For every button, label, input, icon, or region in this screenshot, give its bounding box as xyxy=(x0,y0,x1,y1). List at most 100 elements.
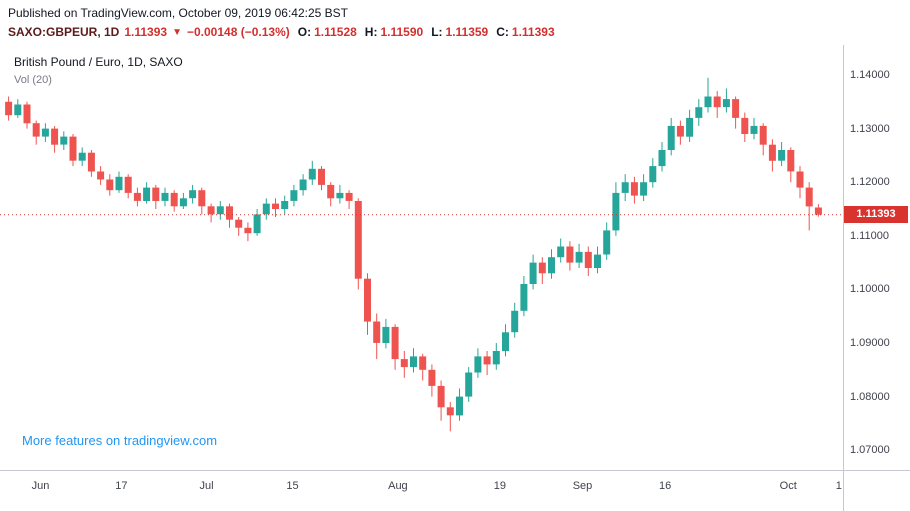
candle-body xyxy=(14,104,22,116)
close-value: 1.11393 xyxy=(511,25,555,39)
time-tick-label: Jul xyxy=(199,480,214,492)
candle-body xyxy=(170,192,178,207)
candle-body xyxy=(732,99,740,118)
time-tick-label: 15 xyxy=(286,480,299,492)
candle-body xyxy=(299,179,307,191)
candle-body xyxy=(805,187,813,207)
candle-body xyxy=(538,262,546,274)
candle-body xyxy=(603,230,611,255)
high-label: H: xyxy=(364,25,378,39)
candle-body xyxy=(640,182,648,196)
price-tick-label: 1.14000 xyxy=(850,69,890,81)
candle-body xyxy=(179,198,187,207)
time-tick-label: Oct xyxy=(779,480,797,492)
candle-body xyxy=(428,369,436,386)
high-value: 1.11590 xyxy=(380,25,424,39)
candle-body xyxy=(226,206,233,220)
time-tick-label: Sep xyxy=(572,480,593,492)
candle-body xyxy=(272,203,279,209)
candle-body xyxy=(474,356,482,373)
candle-body xyxy=(548,257,555,274)
symbol-line: SAXO:GBPEUR, 1D 1.11393 ▼ −0.00148 (−0.1… xyxy=(8,25,555,39)
time-axis[interactable]: Jun 17 Jul 15 Aug 19 Sep 16 Oct 1 xyxy=(0,471,843,511)
candle-body xyxy=(483,356,491,365)
candle-body xyxy=(529,262,537,284)
candle-body xyxy=(704,96,712,108)
candle-body xyxy=(400,359,408,368)
candle-body xyxy=(621,182,629,193)
candle-body xyxy=(759,125,767,145)
candle-body xyxy=(51,128,59,145)
candle-body xyxy=(419,356,427,370)
candle-body xyxy=(492,351,500,365)
candle-body xyxy=(667,125,675,150)
price-tick-label: 1.10000 xyxy=(850,283,890,296)
candle-body xyxy=(612,192,620,231)
candle-body xyxy=(575,251,583,263)
candle-body xyxy=(152,187,160,201)
time-tick-label: 17 xyxy=(115,480,128,492)
low-value: 1.11359 xyxy=(445,25,489,39)
candle-body xyxy=(768,144,776,161)
candle-body xyxy=(41,128,49,137)
candle-body xyxy=(796,171,804,188)
volume-indicator-label[interactable]: Vol (20) xyxy=(14,74,52,86)
candle-body xyxy=(5,101,13,116)
candle-body xyxy=(60,136,68,145)
candle-body xyxy=(787,150,795,172)
candle-body xyxy=(437,385,445,408)
tradingview-link[interactable]: More features on tradingview.com xyxy=(22,433,218,448)
candle-body xyxy=(741,117,749,134)
candle-body xyxy=(676,125,684,137)
current-price-badge: 1.11393 xyxy=(844,206,908,224)
candle-body xyxy=(161,192,169,201)
candle-body xyxy=(336,192,344,199)
candle-body xyxy=(778,150,786,161)
candle-body xyxy=(686,117,694,137)
chart-area: British Pound / Euro, 1D, SAXO Vol (20) … xyxy=(0,45,910,511)
candle-body xyxy=(695,107,703,118)
candlestick-plot[interactable] xyxy=(0,45,843,470)
candle-body xyxy=(32,123,40,137)
candle-body xyxy=(235,219,243,228)
down-triangle-icon: ▼ xyxy=(172,27,182,38)
candle-body xyxy=(520,284,528,311)
candle-body xyxy=(446,407,454,416)
candle-body xyxy=(502,332,509,352)
candle-body xyxy=(97,171,105,180)
candle-body xyxy=(658,150,666,167)
time-tick-label: Jun xyxy=(31,480,50,492)
time-tick-label: 19 xyxy=(493,480,507,492)
candle-body xyxy=(649,166,657,183)
candle-body xyxy=(124,176,132,193)
candle-body xyxy=(584,251,592,268)
candle-body xyxy=(189,190,197,199)
price-tick-label: 1.09000 xyxy=(850,336,890,349)
chart-title[interactable]: British Pound / Euro, 1D, SAXO xyxy=(14,55,183,69)
price-tick-label: 1.07000 xyxy=(850,444,890,457)
candle-body xyxy=(410,356,417,368)
candle-body xyxy=(354,201,362,279)
time-axis-border xyxy=(0,470,910,471)
price-axis[interactable]: 1.14000 1.13000 1.12000 1.11000 1.10000 1.090… xyxy=(844,45,910,470)
candle-body xyxy=(364,278,371,322)
candle-body xyxy=(456,396,463,416)
candle-body xyxy=(198,190,206,207)
candle-body xyxy=(115,176,123,191)
candle-body xyxy=(87,152,95,172)
candle-body xyxy=(207,206,215,215)
candle-body xyxy=(78,152,86,161)
candle-body xyxy=(262,203,270,215)
candle-body xyxy=(566,246,574,263)
candle-body xyxy=(290,190,298,201)
low-label: L: xyxy=(431,25,443,39)
candle-body xyxy=(391,326,399,360)
candle-body xyxy=(750,125,758,134)
candle-body xyxy=(308,168,316,180)
price-tick-label: 1.08000 xyxy=(850,390,890,403)
candle-body xyxy=(69,136,77,161)
candle-body xyxy=(630,182,638,196)
candle-body xyxy=(594,254,601,268)
price-tick-label: 1.12000 xyxy=(850,176,890,189)
